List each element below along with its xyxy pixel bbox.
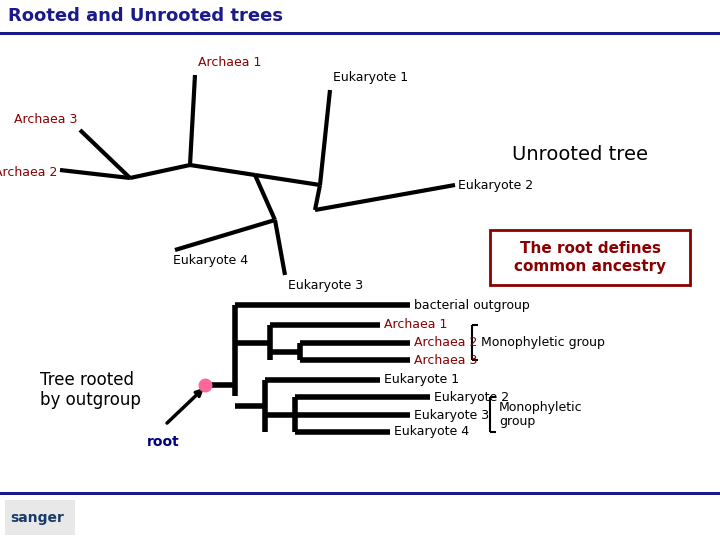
Text: Eukaryote 2: Eukaryote 2 [434, 390, 509, 403]
Text: Archaea 3: Archaea 3 [14, 113, 77, 126]
Text: Eukaryote 3: Eukaryote 3 [288, 279, 363, 292]
Text: root: root [147, 435, 179, 449]
Text: Eukaryote 4: Eukaryote 4 [173, 254, 248, 267]
Text: The root defines
common ancestry: The root defines common ancestry [514, 241, 666, 274]
Text: Eukaryote 3: Eukaryote 3 [414, 408, 489, 422]
Text: Eukaryote 4: Eukaryote 4 [394, 426, 469, 438]
Text: sanger: sanger [10, 511, 64, 525]
Text: Eukaryote 2: Eukaryote 2 [458, 179, 533, 192]
Text: Unrooted tree: Unrooted tree [512, 145, 648, 165]
Text: Monophyletic
group: Monophyletic group [499, 401, 582, 429]
Bar [0, 492, 720, 495]
Text: Tree rooted
by outgroup: Tree rooted by outgroup [40, 370, 141, 409]
Text: Archaea 1: Archaea 1 [198, 56, 261, 69]
Text: Eukaryote 1: Eukaryote 1 [384, 374, 459, 387]
Text: Archaea 2: Archaea 2 [0, 165, 57, 179]
Bar [5, 500, 75, 535]
Text: Archaea 2: Archaea 2 [414, 336, 477, 349]
Text: bacterial outgroup: bacterial outgroup [414, 299, 530, 312]
Text: Archaea 3: Archaea 3 [414, 354, 477, 367]
Text: Monophyletic group: Monophyletic group [481, 336, 605, 349]
Bar [0, 32, 720, 35]
Text: Archaea 1: Archaea 1 [384, 319, 447, 332]
Text: Rooted and Unrooted trees: Rooted and Unrooted trees [8, 7, 283, 25]
Bar [490, 230, 690, 285]
Text: Eukaryote 1: Eukaryote 1 [333, 71, 408, 84]
Bar [0, 0, 720, 32]
